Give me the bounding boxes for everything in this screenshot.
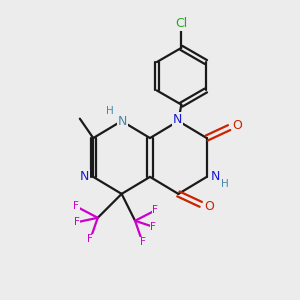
- Text: F: F: [140, 237, 146, 247]
- Text: H: H: [106, 106, 114, 116]
- Text: F: F: [73, 201, 79, 212]
- Text: F: F: [150, 222, 156, 232]
- Text: N: N: [210, 170, 220, 183]
- Text: F: F: [87, 234, 93, 244]
- Text: F: F: [74, 217, 80, 227]
- Text: F: F: [152, 205, 158, 215]
- Text: Cl: Cl: [175, 17, 188, 30]
- Text: N: N: [173, 113, 182, 126]
- Text: O: O: [232, 119, 242, 132]
- Text: N: N: [80, 170, 90, 183]
- Text: H: H: [221, 179, 229, 189]
- Text: O: O: [204, 200, 214, 213]
- Text: N: N: [118, 115, 127, 128]
